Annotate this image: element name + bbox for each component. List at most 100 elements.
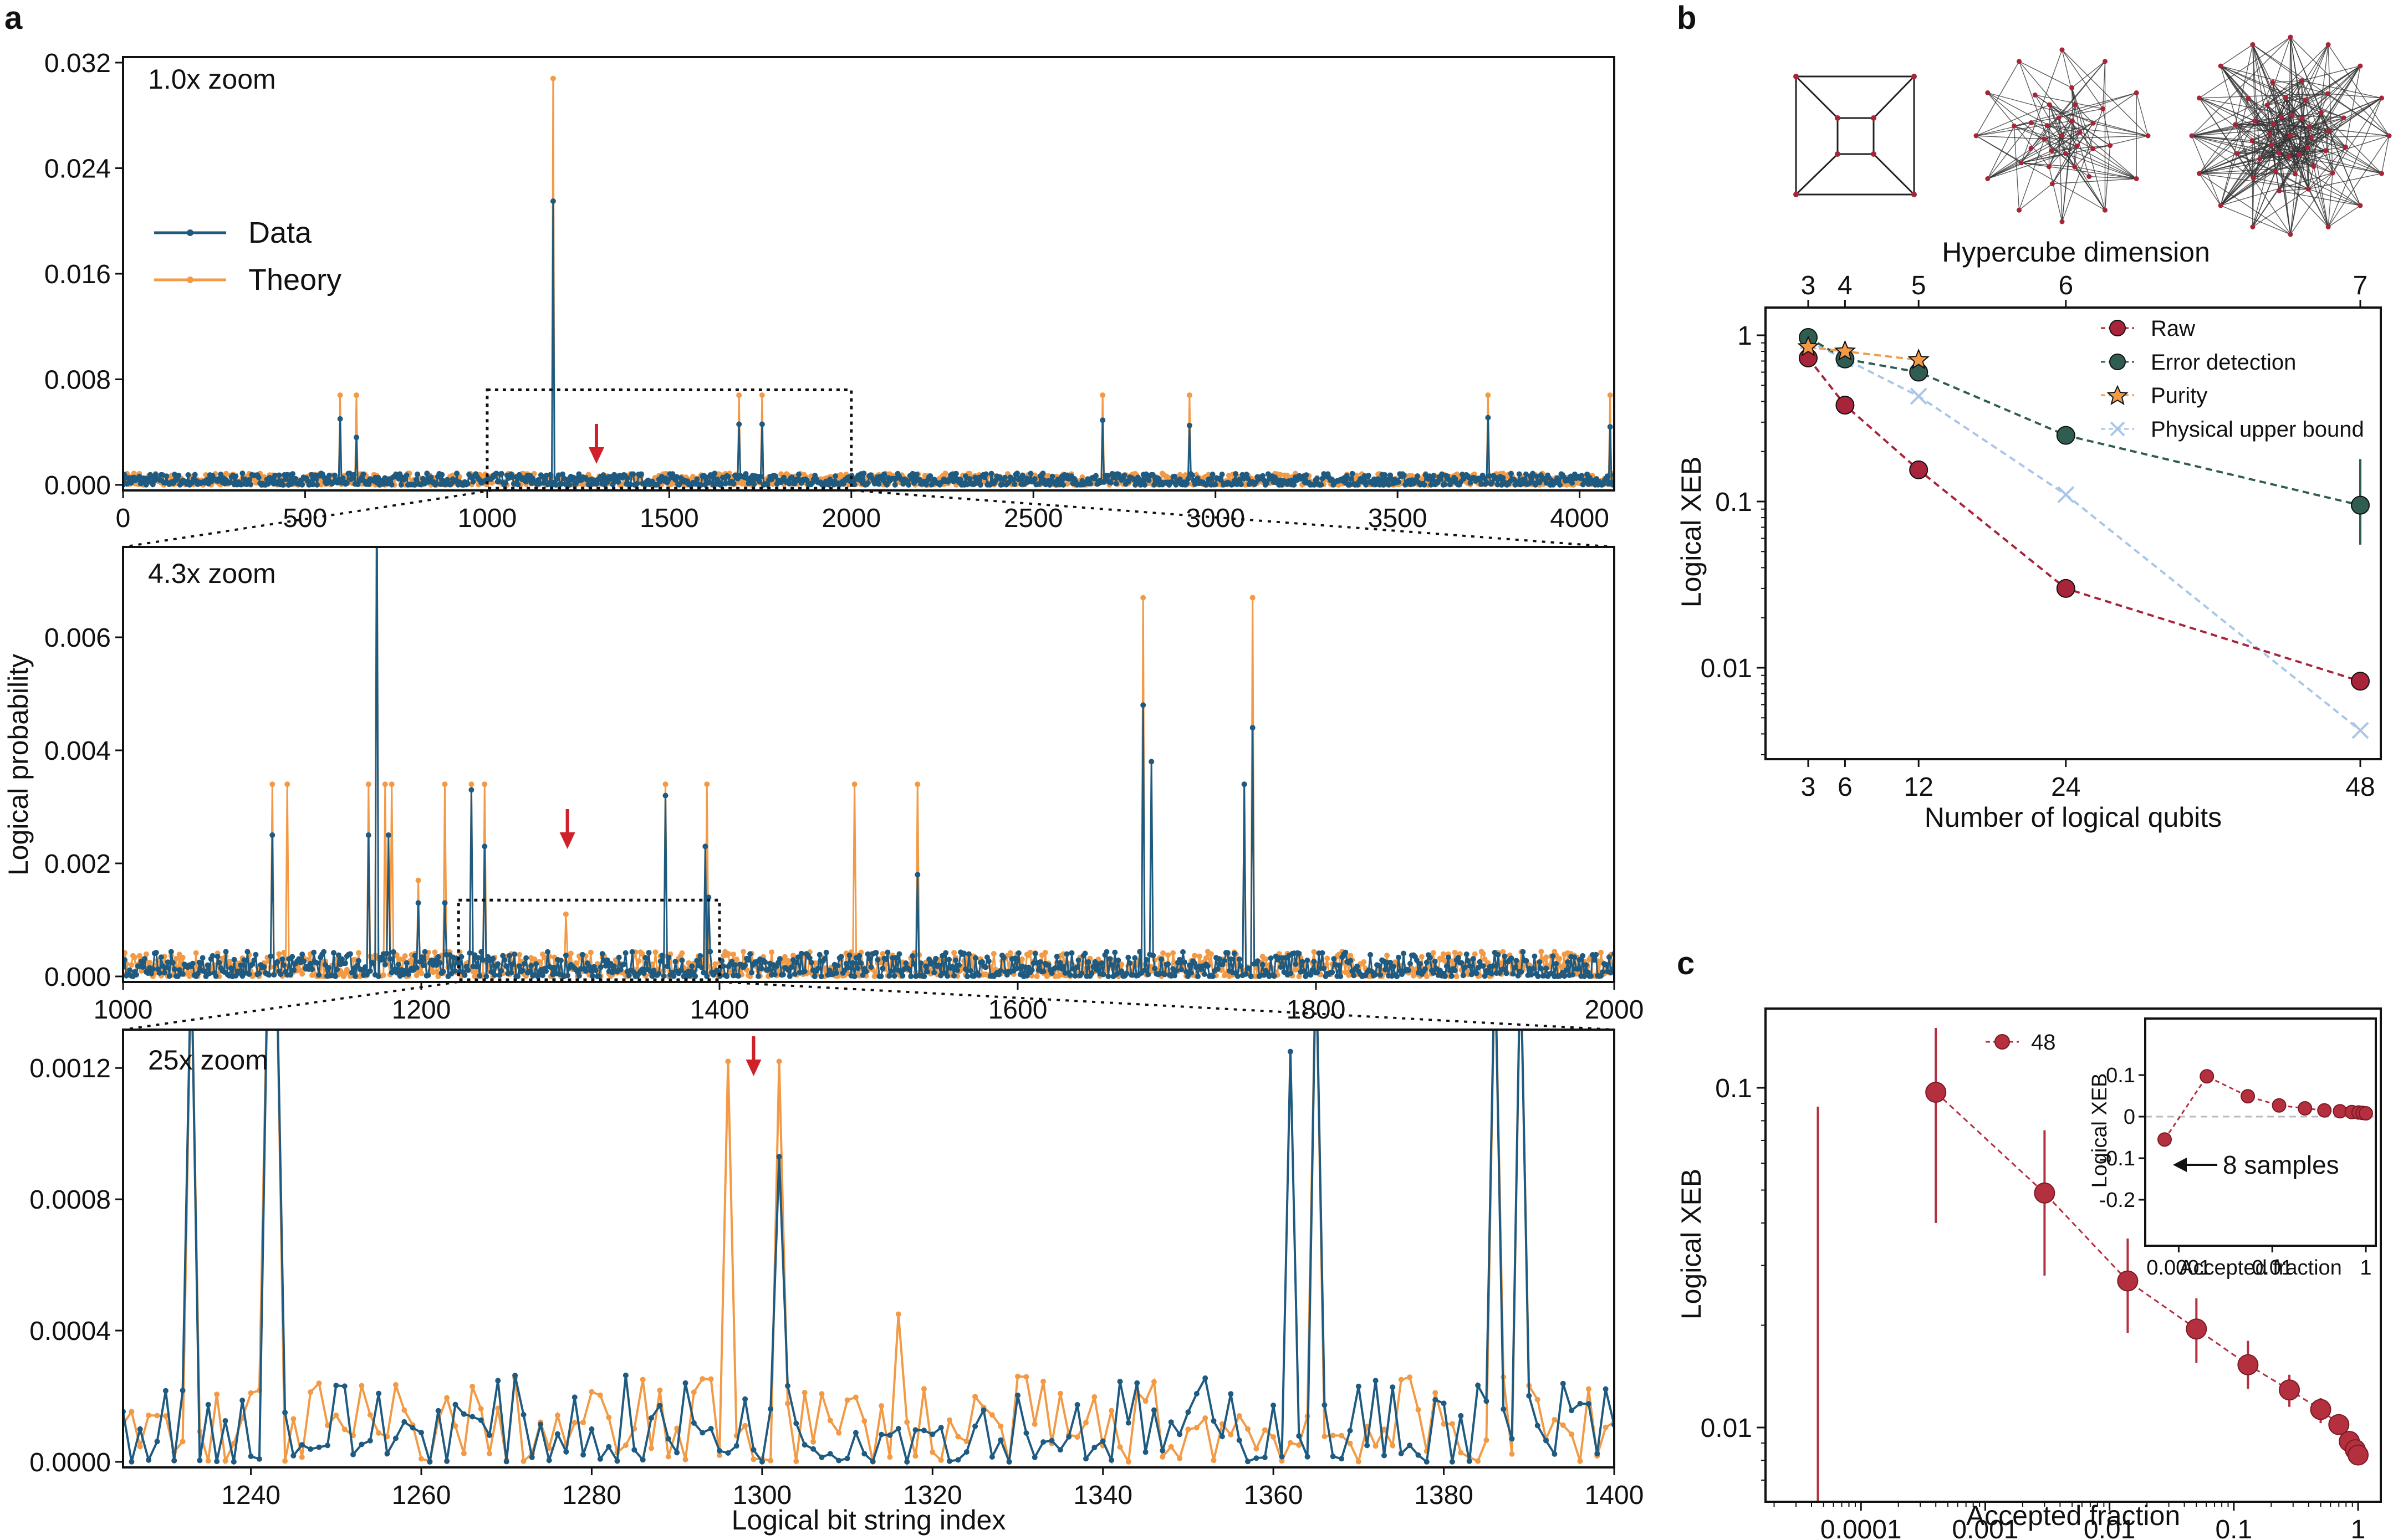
- graph5-edge: [2014, 92, 2137, 127]
- a2-point-data: [522, 961, 528, 967]
- a3-point-data: [341, 1383, 348, 1389]
- a3-point-data: [197, 1457, 203, 1464]
- a1-point-data: [439, 472, 445, 478]
- graph5-node: [2100, 106, 2106, 111]
- a3-point-data: [631, 1447, 637, 1453]
- a2-point-data: [1593, 951, 1599, 958]
- a2-point-data: [626, 973, 632, 979]
- a1-point-data: [465, 480, 471, 487]
- a3-axes: 1240 1260 1280 1300 1320 1340 1360 1380 14000.00…: [29, 1036, 1644, 1510]
- a2-point-data: [498, 968, 504, 974]
- a2-point-data: [412, 953, 418, 959]
- a1-point-theory: [942, 470, 948, 477]
- a2-point-data: [732, 962, 738, 968]
- a2-point-data: [955, 968, 961, 973]
- a2-point-data: [1293, 961, 1299, 967]
- a2-point-data: [1180, 949, 1186, 955]
- graph5-node: [2086, 174, 2092, 180]
- a2-point-data: [1182, 959, 1187, 965]
- a3-point-theory: [998, 1423, 1004, 1429]
- graph7-edge: [2294, 100, 2306, 174]
- graph7-edge: [2252, 134, 2270, 141]
- a3-point-theory: [597, 1392, 603, 1398]
- a3-point-theory: [290, 1416, 297, 1422]
- a2-point-theory: [365, 781, 371, 787]
- a2-point-data: [215, 954, 221, 960]
- a1-point-data: [1428, 482, 1434, 488]
- graph7-edge: [2325, 117, 2344, 151]
- graph7-node: [2234, 151, 2240, 156]
- a2-point-data: [692, 973, 698, 979]
- a2-point-data: [1183, 969, 1189, 975]
- a2-point-data: [1040, 969, 1047, 975]
- a2-point-data: [333, 973, 338, 979]
- a3-point-theory: [1117, 1444, 1123, 1450]
- a2-point-theory: [1419, 954, 1425, 960]
- a2-point-data: [1185, 973, 1191, 979]
- a1-point-data: [789, 474, 795, 480]
- a2-point-theory: [1440, 951, 1446, 957]
- a2-point-data: [1278, 964, 1284, 970]
- a2-point-theory: [1598, 949, 1604, 955]
- a2-point-data: [697, 953, 703, 959]
- a2-point-data: [402, 968, 408, 974]
- a2-point-data: [586, 964, 592, 969]
- a2-point-data: [583, 968, 589, 974]
- graph5-node: [2042, 136, 2047, 142]
- a2-point-data: [382, 961, 388, 968]
- a1-point-data: [1500, 475, 1506, 481]
- graph7-nodes: [2189, 34, 2392, 237]
- a3-point-data: [1193, 1391, 1200, 1396]
- a2-point-data: [442, 900, 448, 906]
- a3-point-data: [214, 1459, 220, 1465]
- a2-point-data: [866, 955, 872, 961]
- a3-point-data: [1458, 1413, 1464, 1419]
- graph5-edge: [2049, 104, 2137, 180]
- graph7-edge: [2255, 120, 2329, 132]
- a2-point-data: [1089, 970, 1095, 976]
- a1-point-theory: [550, 75, 556, 81]
- a1-point-data: [1543, 480, 1549, 486]
- graph7-edge: [2381, 135, 2390, 174]
- a2-point-data: [704, 973, 710, 979]
- graph7-node: [2288, 133, 2293, 139]
- a2-point-theory: [704, 781, 710, 787]
- a3-point-data: [665, 1436, 671, 1442]
- a1-point-data: [884, 482, 890, 488]
- graph5-edge: [2049, 104, 2094, 124]
- a3-point-theory: [1185, 1426, 1191, 1432]
- a1-xtick-label: 4000: [1550, 504, 1609, 533]
- a1-point-data: [567, 482, 573, 488]
- graph7-edge: [2248, 98, 2314, 167]
- a2-point-data: [362, 964, 368, 970]
- a2-point-data: [1500, 966, 1506, 972]
- a3-point-theory: [1560, 1422, 1566, 1428]
- b-point-error-detection: [2056, 426, 2075, 445]
- graph7-edge: [2191, 37, 2291, 136]
- a2-point-data: [1032, 950, 1038, 956]
- a2-point-theory: [281, 949, 287, 955]
- a2-point-data: [1105, 973, 1111, 979]
- graph5-edge: [2071, 61, 2105, 88]
- graph5-edge: [1976, 135, 2022, 163]
- a3-point-theory: [1125, 1459, 1131, 1465]
- a2-point-data: [812, 974, 818, 979]
- a1-point-data: [584, 477, 590, 483]
- a3-point-data: [1432, 1397, 1438, 1403]
- a1-point-data: [1108, 479, 1114, 485]
- a2-point-data: [1430, 970, 1436, 976]
- a2-point-data: [686, 968, 692, 974]
- a1-point-data: [861, 470, 867, 477]
- a2-point-data: [623, 950, 629, 956]
- a1-point-data: [290, 471, 295, 477]
- a2-point-theory: [306, 956, 312, 963]
- graph7-edge: [2191, 135, 2276, 172]
- a3-point-data: [461, 1411, 467, 1417]
- a3-point-data: [802, 1442, 808, 1448]
- a2-point-data: [1085, 959, 1091, 965]
- a2-point-data: [1054, 954, 1060, 960]
- a1-point-data: [573, 480, 579, 486]
- a2-point-data: [1336, 963, 1342, 968]
- graph5-edge: [2047, 125, 2149, 136]
- a2-point-data: [910, 953, 916, 959]
